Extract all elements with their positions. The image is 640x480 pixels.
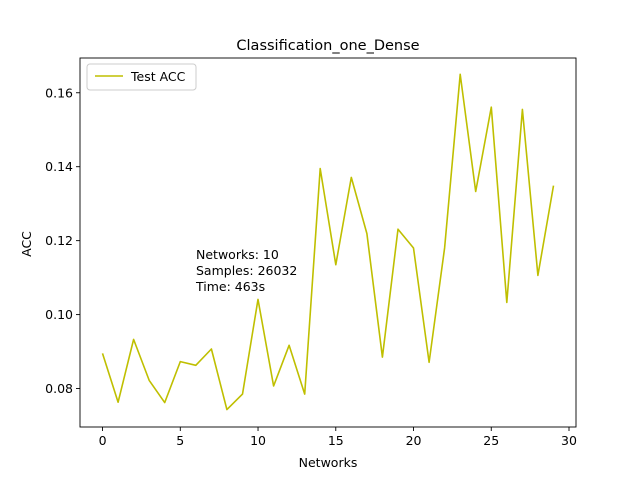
annotation-line-samples: Samples: 26032 bbox=[196, 263, 297, 278]
stats-annotation: Networks: 10 Samples: 26032 Time: 463s bbox=[195, 247, 297, 294]
annotation-line-networks: Networks: 10 bbox=[196, 247, 279, 262]
y-tick-label: 0.08 bbox=[45, 381, 73, 396]
x-tick-label: 30 bbox=[561, 433, 577, 448]
y-tick-label: 0.14 bbox=[45, 159, 73, 174]
x-tick-label: 20 bbox=[406, 433, 422, 448]
x-tick-label: 0 bbox=[99, 433, 107, 448]
chart-title: Classification_one_Dense bbox=[236, 38, 419, 54]
annotation-line-time: Time: 463s bbox=[195, 279, 265, 294]
legend-frame bbox=[86, 63, 197, 91]
axes-frame bbox=[79, 57, 577, 428]
x-tick-label: 15 bbox=[328, 433, 344, 448]
series-line-test-acc bbox=[101, 73, 555, 411]
x-tick-label: 5 bbox=[176, 433, 184, 448]
legend: Test ACC bbox=[86, 63, 197, 91]
x-tick-label: 25 bbox=[483, 433, 499, 448]
plot-area: 0 5 10 15 20 25 30 0.08 0.10 0.12 0.14 0.16 bbox=[45, 57, 577, 448]
legend-label: Test ACC bbox=[130, 69, 186, 84]
y-tick-label: 0.12 bbox=[45, 233, 73, 248]
x-axis-label: Networks bbox=[299, 455, 358, 470]
y-axis-label: ACC bbox=[19, 231, 34, 257]
y-tick-label: 0.16 bbox=[45, 85, 73, 100]
y-tick-label: 0.10 bbox=[45, 307, 73, 322]
x-tick-label: 10 bbox=[250, 433, 266, 448]
